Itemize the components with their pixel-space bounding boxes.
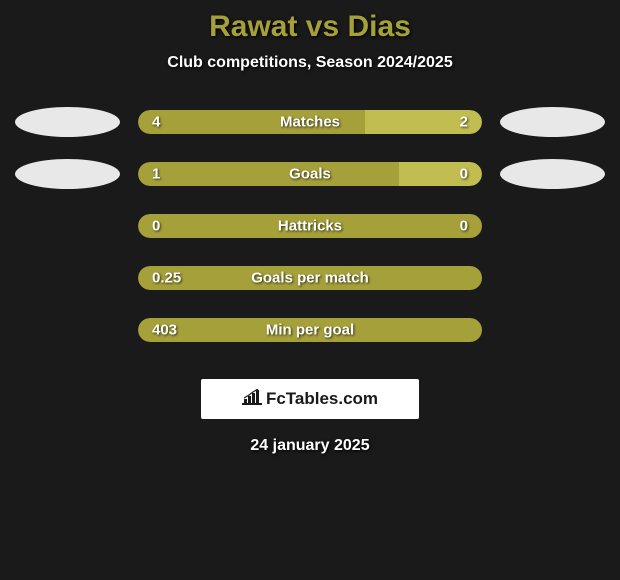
player-left-marker [15,159,120,189]
bar-left-fill [138,162,399,186]
stat-bar: 403 Min per goal [138,318,482,342]
right-value: 2 [460,114,468,131]
player-left-marker [15,107,120,137]
stat-bar: 0.25 Goals per match [138,266,482,290]
player-right-marker [500,159,605,189]
left-value: 1 [152,166,160,183]
comparison-widget: Rawat vs Dias Club competitions, Season … [0,0,620,455]
stat-bar: 0 Hattricks 0 [138,214,482,238]
stat-bar: 4 Matches 2 [138,110,482,134]
stat-label: Goals [289,166,331,183]
stat-row: 0 Hattricks 0 [10,211,610,241]
right-value: 0 [460,218,468,235]
stat-label: Goals per match [251,270,369,287]
stat-rows: 4 Matches 2 1 Goals 0 0 Hattricks 0 0.25 Goals per… [10,107,610,367]
page-title: Rawat vs Dias [209,10,411,44]
stat-row: 1 Goals 0 [10,159,610,189]
stat-row: 403 Min per goal [10,315,610,345]
date-line: 24 january 2025 [250,437,369,455]
left-value: 4 [152,114,160,131]
chart-icon [242,389,262,410]
stat-label: Matches [280,114,340,131]
left-value: 0 [152,218,160,235]
logo-text: FcTables.com [242,389,378,410]
right-value: 0 [460,166,468,183]
bar-right-fill [399,162,482,186]
left-value: 403 [152,322,177,339]
player-right-marker [500,107,605,137]
left-value: 0.25 [152,270,181,287]
stat-label: Hattricks [278,218,342,235]
stat-label: Min per goal [266,322,354,339]
page-subtitle: Club competitions, Season 2024/2025 [167,54,452,72]
stat-row: 4 Matches 2 [10,107,610,137]
logo-box[interactable]: FcTables.com [201,379,419,419]
stat-bar: 1 Goals 0 [138,162,482,186]
stat-row: 0.25 Goals per match [10,263,610,293]
logo-label: FcTables.com [266,389,378,409]
